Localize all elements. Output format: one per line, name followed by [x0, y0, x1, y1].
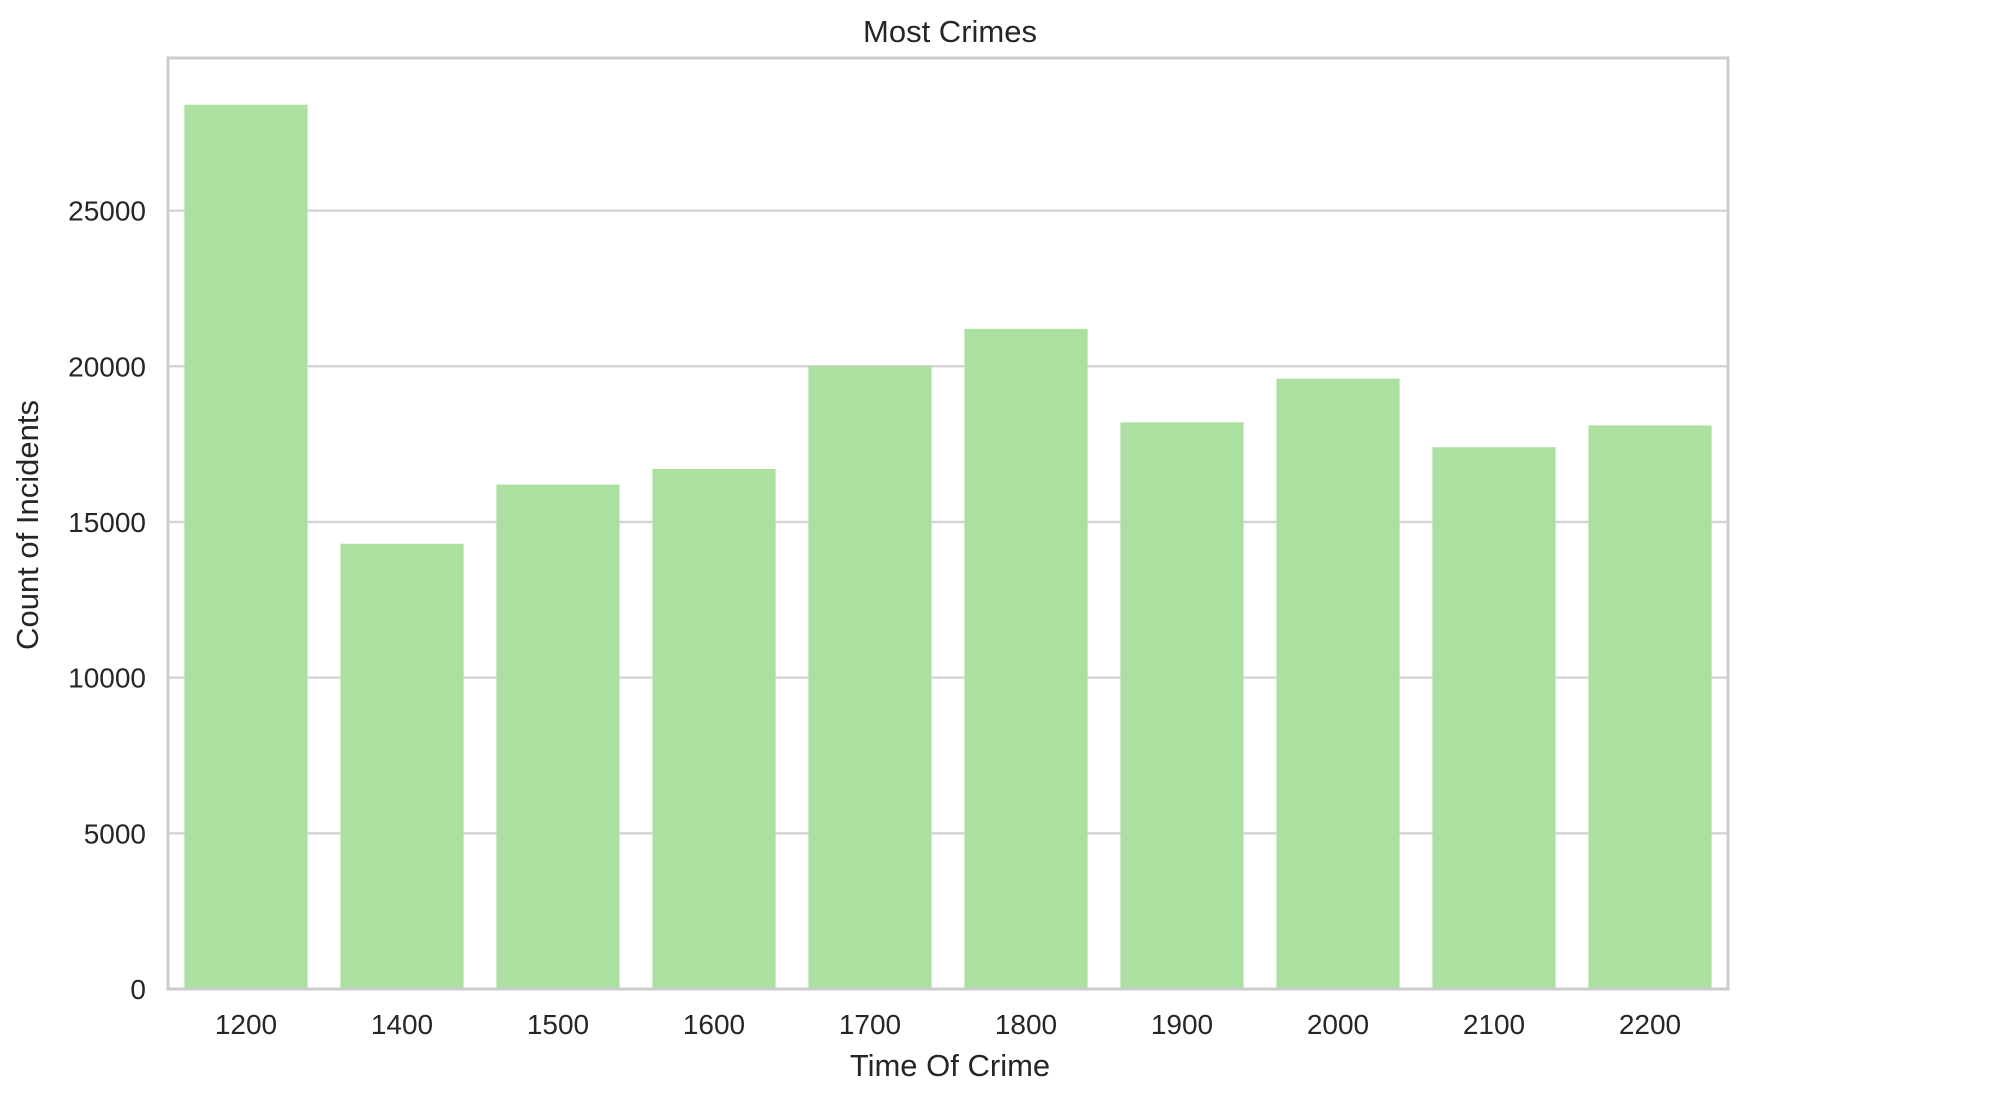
bars — [184, 104, 1712, 990]
bar-1700 — [808, 366, 932, 989]
x-tick-label: 2100 — [1463, 1009, 1525, 1040]
chart-title: Most Crimes — [863, 14, 1037, 49]
bar-1800 — [964, 328, 1088, 990]
bar-2200 — [1588, 425, 1712, 989]
x-tick-label: 1200 — [215, 1009, 277, 1040]
plot-frame — [166, 56, 1730, 991]
y-tick-label: 0 — [130, 974, 146, 1005]
bar-2100 — [1432, 447, 1556, 989]
bar-1200 — [184, 104, 308, 989]
x-tick-label: 2000 — [1307, 1009, 1369, 1040]
y-axis-title: Count of Incidents — [10, 400, 45, 650]
x-tick-label: 1400 — [371, 1009, 433, 1040]
bar-1900 — [1120, 422, 1244, 990]
x-tick-label: 2200 — [1619, 1009, 1681, 1040]
x-tick-label: 1900 — [1151, 1009, 1213, 1040]
x-axis-title: Time Of Crime — [850, 1048, 1050, 1083]
y-tick-label: 10000 — [68, 663, 146, 694]
y-tick-label: 25000 — [68, 196, 146, 227]
y-tick-label: 5000 — [84, 818, 146, 849]
bar-1400 — [340, 543, 464, 989]
x-tick-label: 1500 — [527, 1009, 589, 1040]
bar-2000 — [1276, 378, 1400, 989]
bar-1500 — [496, 484, 620, 989]
y-tick-label: 15000 — [68, 507, 146, 538]
x-tick-label: 1800 — [995, 1009, 1057, 1040]
x-tick-labels: 1200 1400 1500 1600 1700 1800 1900 2000 2100 2200 — [215, 1009, 1681, 1040]
y-tick-labels: 0 5000 10000 15000 20000 25000 — [68, 196, 146, 1005]
x-tick-label: 1600 — [683, 1009, 745, 1040]
x-tick-label: 1700 — [839, 1009, 901, 1040]
bar-1600 — [652, 469, 776, 990]
y-tick-label: 20000 — [68, 351, 146, 382]
